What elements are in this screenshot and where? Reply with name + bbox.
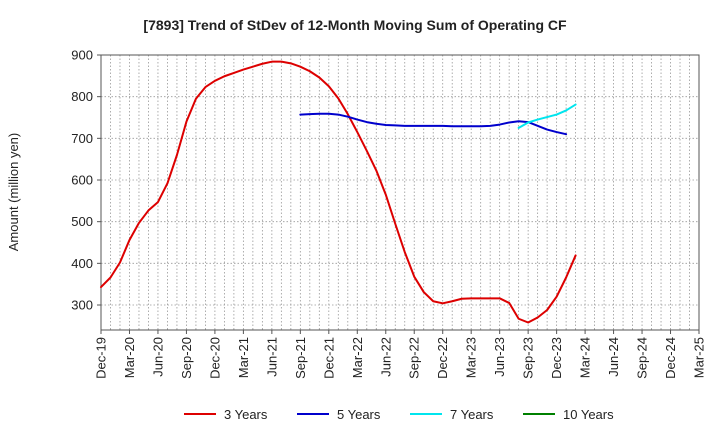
x-tick-label: Sep-22 — [407, 337, 422, 379]
x-tick-label: Dec-20 — [207, 337, 222, 379]
legend-label: 3 Years — [224, 407, 268, 422]
x-tick-label: Mar-22 — [350, 337, 365, 378]
plot-area-frame — [100, 54, 700, 331]
legend-label: 10 Years — [563, 407, 614, 422]
x-tick-label: Jun-23 — [492, 337, 507, 377]
y-axis-ticks: 300 400 500 600 700 800 900 — [71, 48, 101, 313]
x-tick-label: Jun-21 — [264, 337, 279, 377]
y-tick-label: 500 — [71, 214, 93, 229]
series-line-7-years — [517, 103, 577, 129]
x-tick-label: Mar-20 — [122, 337, 137, 378]
x-tick-label: Mar-24 — [578, 337, 593, 378]
y-tick-label: 900 — [71, 48, 93, 63]
x-tick-label: Jun-20 — [150, 337, 165, 377]
legend-label: 7 Years — [450, 407, 494, 422]
x-tick-label: Mar-23 — [464, 337, 479, 378]
series-layer — [100, 60, 577, 324]
legend-label: 5 Years — [337, 407, 381, 422]
y-tick-label: 700 — [71, 131, 93, 146]
chart-title: [7893] Trend of StDev of 12-Month Moving… — [143, 17, 567, 33]
x-tick-label: Jun-24 — [606, 337, 621, 377]
x-tick-label: Sep-23 — [521, 337, 536, 379]
x-tick-label: Sep-21 — [293, 337, 308, 379]
y-tick-label: 600 — [71, 173, 93, 188]
x-tick-label: Sep-20 — [179, 337, 194, 379]
x-tick-label: Dec-21 — [321, 337, 336, 379]
y-axis-label: Amount (million yen) — [6, 133, 21, 252]
y-tick-label: 300 — [71, 298, 93, 313]
legend: 3 Years 5 Years 7 Years 10 Years — [184, 407, 614, 422]
grid-layer — [101, 54, 699, 330]
series-line-5-years — [299, 112, 568, 136]
x-tick-label: Sep-24 — [635, 337, 650, 379]
x-tick-label: Dec-24 — [663, 337, 678, 379]
series-line-3-years — [100, 60, 577, 324]
x-tick-label: Dec-23 — [549, 337, 564, 379]
x-tick-label: Dec-22 — [435, 337, 450, 379]
x-tick-label: Mar-25 — [692, 337, 707, 378]
x-tick-label: Dec-19 — [94, 337, 109, 379]
y-tick-label: 800 — [71, 89, 93, 104]
x-tick-label: Jun-22 — [378, 337, 393, 377]
x-axis-ticks: Dec-19 Mar-20 Jun-20 Sep-20 Dec-20 Mar-21 Jun-… — [94, 330, 707, 379]
x-tick-label: Mar-21 — [236, 337, 251, 378]
y-tick-label: 400 — [71, 256, 93, 271]
